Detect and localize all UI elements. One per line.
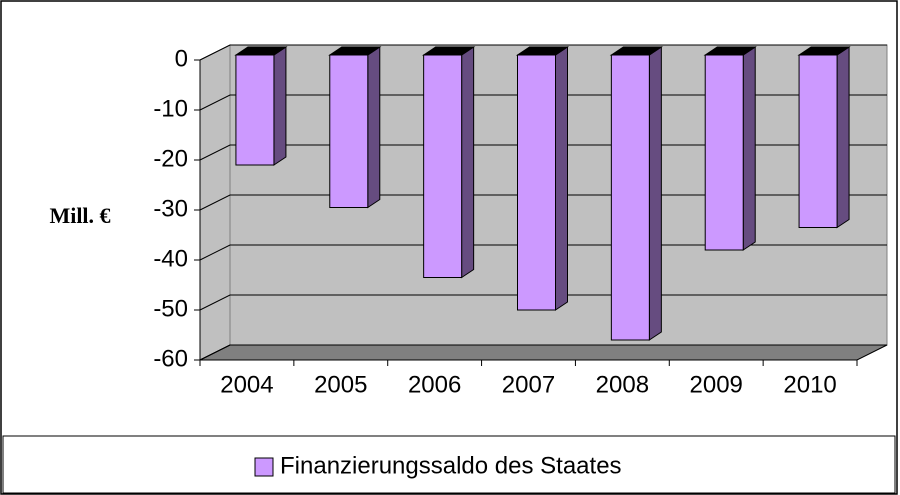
bar-group xyxy=(328,46,382,209)
y-tick-label: -50 xyxy=(153,295,188,322)
y-tick-label: -60 xyxy=(153,345,188,372)
bar xyxy=(798,54,838,228)
bar xyxy=(235,54,275,166)
bar-side xyxy=(461,46,475,279)
bar-group xyxy=(234,46,288,166)
bar xyxy=(329,54,369,208)
bar-group xyxy=(515,46,570,311)
floor xyxy=(199,344,888,361)
x-tick-label: 2006 xyxy=(408,371,461,398)
bar xyxy=(610,54,650,341)
x-tick-label: 2008 xyxy=(596,371,649,398)
y-axis-label: Mill. € xyxy=(49,203,110,228)
x-tick-label: 2007 xyxy=(502,371,555,398)
bar-group xyxy=(703,46,757,251)
legend-label: Finanzierungssaldo des Staates xyxy=(280,452,622,479)
grid-line xyxy=(199,244,887,261)
y-tick-label: -20 xyxy=(153,145,188,172)
bar-group xyxy=(421,46,476,279)
grid-line xyxy=(199,194,887,211)
y-tick-label: -40 xyxy=(153,245,188,272)
legend-box xyxy=(2,435,896,494)
bar-side xyxy=(555,46,568,311)
grid-line xyxy=(199,144,887,161)
bar-side xyxy=(273,46,287,166)
grid-line xyxy=(199,94,887,111)
y-tick-label: 0 xyxy=(175,45,188,72)
bar-side xyxy=(648,46,662,341)
y-tick-label: -10 xyxy=(153,95,188,122)
x-tick-label: 2004 xyxy=(220,371,273,398)
bar-group xyxy=(609,46,664,341)
x-tick-label: 2009 xyxy=(690,371,743,398)
grid-line xyxy=(199,294,887,311)
bar-group xyxy=(797,46,851,229)
bar xyxy=(704,54,744,251)
grid-line xyxy=(199,344,887,361)
bar-side xyxy=(742,46,756,251)
bar xyxy=(423,54,463,278)
x-tick-label: 2005 xyxy=(314,371,367,398)
x-tick-label: 2010 xyxy=(783,371,836,398)
bar-side xyxy=(367,46,381,209)
grid-line xyxy=(199,44,887,61)
y-tick-label: -30 xyxy=(153,195,188,222)
legend-swatch xyxy=(254,457,274,477)
bar-side xyxy=(836,46,850,229)
bar xyxy=(517,54,556,311)
